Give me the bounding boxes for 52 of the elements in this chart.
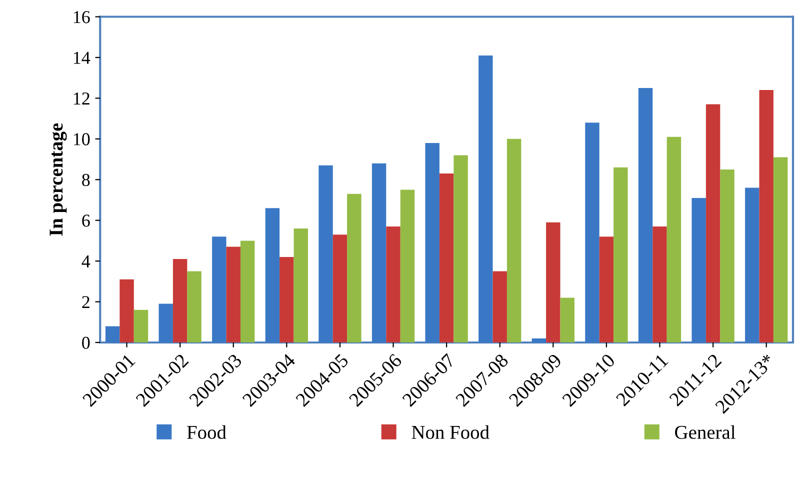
legend-label: Non Food	[412, 425, 490, 439]
y-tick-label: 8	[82, 174, 90, 186]
y-tick-label: 6	[82, 214, 90, 227]
bar	[532, 338, 546, 342]
bar	[386, 226, 400, 342]
bar	[638, 88, 653, 342]
bar	[560, 298, 574, 342]
bar	[692, 198, 706, 342]
y-axis-title: In percentage	[50, 123, 67, 236]
bar	[425, 142, 440, 342]
bar	[400, 190, 415, 342]
legend-label: Food	[187, 425, 226, 439]
bar	[478, 55, 493, 342]
y-tick-label: 4	[82, 255, 90, 268]
y-tick-label: 14	[74, 52, 90, 64]
legend-label: General	[675, 425, 736, 439]
bar	[347, 194, 362, 342]
bar	[318, 165, 333, 342]
bar	[745, 188, 760, 342]
bar	[172, 259, 188, 342]
bar	[265, 208, 280, 342]
bar	[720, 169, 734, 342]
bar	[506, 138, 522, 342]
y-tick-label: 2	[82, 296, 90, 308]
bar	[492, 271, 507, 342]
bar	[105, 326, 120, 342]
bar	[294, 228, 308, 342]
y-tick-label: 10	[74, 133, 90, 146]
bar	[585, 122, 600, 342]
bar	[158, 304, 173, 342]
y-tick-label: 12	[74, 92, 90, 104]
bar	[652, 226, 667, 342]
bar	[773, 157, 788, 342]
bar	[280, 256, 294, 342]
y-tick-label: 16	[74, 11, 90, 24]
bar	[454, 155, 468, 342]
bar	[134, 310, 148, 342]
bar	[439, 174, 454, 342]
bar	[599, 236, 614, 342]
bar	[212, 236, 226, 342]
bar	[706, 104, 720, 342]
bar	[332, 234, 348, 342]
bar	[614, 167, 628, 342]
bar	[666, 136, 682, 342]
bar	[759, 90, 774, 342]
bar	[226, 246, 240, 342]
bar	[372, 163, 386, 342]
bar	[240, 240, 255, 342]
bar	[187, 271, 202, 342]
y-tick-label: 0	[82, 336, 90, 349]
bar	[546, 222, 560, 342]
bar	[120, 279, 134, 342]
